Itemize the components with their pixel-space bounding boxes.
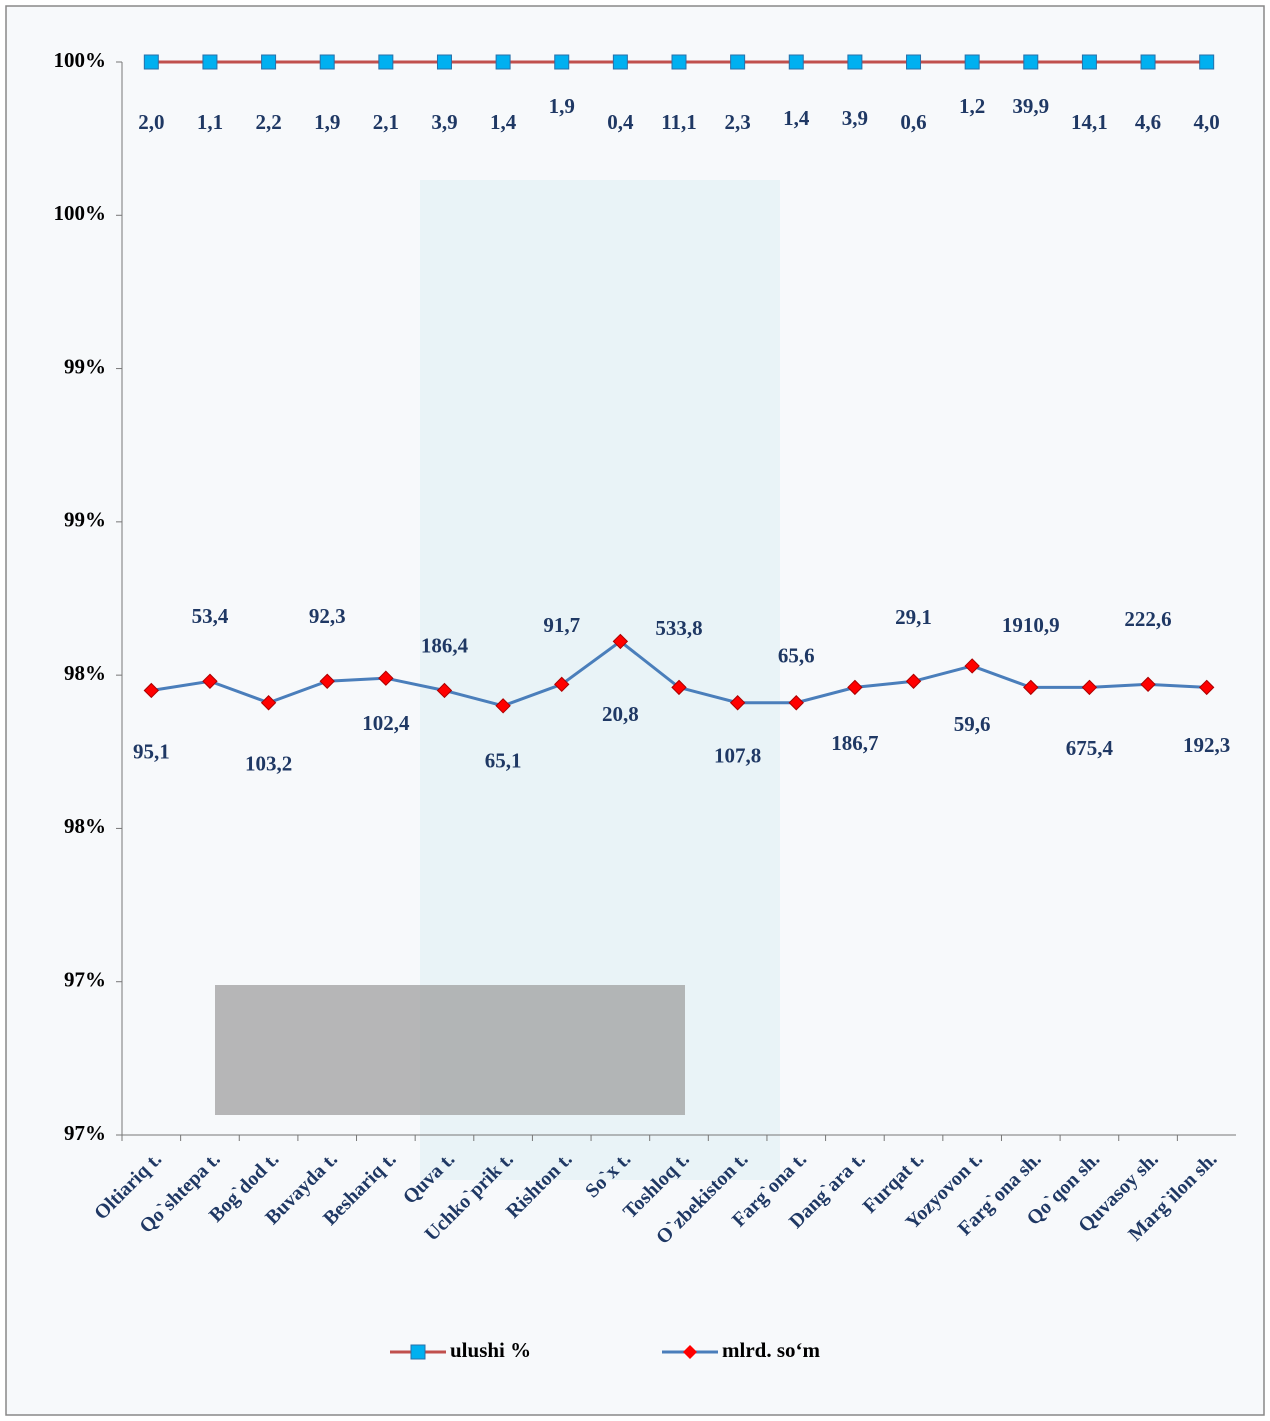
marker [788,695,804,711]
marker [788,54,804,70]
data-label: 2,3 [725,110,751,134]
data-label: 1910,9 [1002,613,1060,637]
marker [1198,679,1215,696]
data-label: 4,6 [1135,110,1161,134]
marker [436,54,452,70]
marker [847,679,863,696]
marker [143,54,159,70]
marker [612,633,629,650]
marker [1023,54,1039,70]
marker [729,695,746,711]
data-label: 1,2 [959,94,985,118]
data-label: 533,8 [655,616,702,640]
marker [730,54,746,70]
data-label: 186,4 [421,633,469,657]
data-label: 675,4 [1066,736,1114,760]
data-label: 102,4 [362,711,410,735]
data-label: 53,4 [192,604,229,628]
data-label: 59,6 [954,712,991,736]
data-label: 107,8 [714,744,761,768]
y-tick-label: 100% [54,48,107,72]
background-art [215,985,685,1115]
data-label: 65,1 [485,749,522,773]
data-label: 4,0 [1194,110,1220,134]
y-tick-label: 99% [64,354,106,378]
legend-label: mlrd. so‘m [722,1338,820,1362]
data-label: 0,4 [607,110,634,134]
marker [378,54,394,70]
marker [964,658,980,674]
y-tick-label: 97% [64,1121,106,1145]
marker [495,54,511,70]
data-label: 0,6 [900,110,926,134]
marker [1081,679,1098,696]
data-label: 11,1 [661,110,697,134]
marker [906,54,922,70]
marker [436,682,453,699]
data-label: 1,4 [490,110,517,134]
marker [1199,54,1215,70]
data-label: 1,9 [549,94,575,118]
marker [260,695,277,711]
y-tick-label: 100% [54,201,107,225]
data-label: 3,9 [842,106,868,130]
marker [1081,54,1097,70]
data-label: 92,3 [309,604,346,628]
data-label: 1,4 [783,106,810,130]
data-label: 91,7 [543,613,580,637]
data-label: 1,1 [197,110,223,134]
legend-marker [410,1344,426,1360]
data-label: 3,9 [431,110,457,134]
y-tick-label: 97% [64,968,106,992]
marker [671,54,687,70]
legend-marker [683,1345,697,1359]
marker [319,54,335,70]
marker [554,676,570,693]
marker [202,673,218,689]
marker [671,679,687,696]
y-tick-label: 99% [64,508,106,532]
data-label: 1,9 [314,110,340,134]
marker [495,698,511,714]
data-label: 103,2 [245,752,292,776]
data-label: 186,7 [831,731,878,755]
marker [143,682,160,699]
legend-label: ulushi % [450,1338,531,1362]
marker [202,54,218,70]
y-tick-label: 98% [64,814,106,838]
data-label: 14,1 [1071,110,1108,134]
marker [378,670,394,686]
data-label: 65,6 [778,644,815,668]
data-label: 2,1 [373,110,399,134]
marker [1023,679,1039,696]
data-label: 29,1 [895,605,932,629]
data-label: 192,3 [1183,733,1230,757]
marker [1140,676,1156,693]
data-label: 222,6 [1124,607,1171,631]
marker [905,673,922,689]
marker [261,54,277,70]
data-label: 39,9 [1012,94,1049,118]
data-label: 95,1 [133,739,170,763]
marker [964,54,980,70]
marker [847,54,863,70]
data-label: 2,2 [255,110,281,134]
data-label: 2,0 [138,110,164,134]
marker [1140,54,1156,70]
marker [612,54,628,70]
marker [319,673,335,689]
data-label: 20,8 [602,702,639,726]
y-tick-label: 98% [64,661,106,685]
marker [554,54,570,70]
